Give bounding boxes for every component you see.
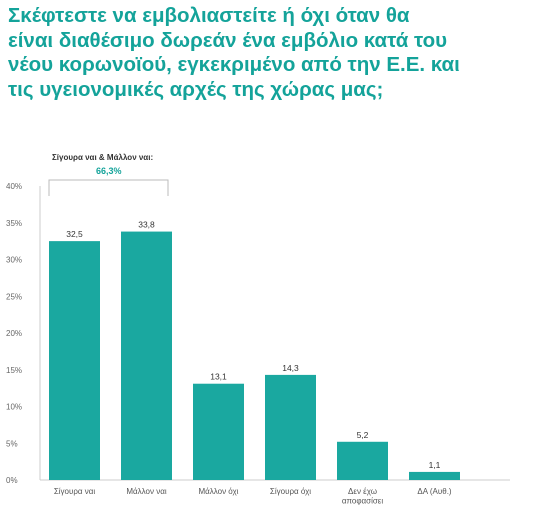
data-label: 13,1 — [210, 372, 227, 382]
y-tick-label: 10% — [6, 403, 22, 412]
category-label: Μάλλον όχι — [198, 487, 238, 496]
bar — [121, 231, 172, 480]
title-line-1: Σκέφτεστε να εμβολιαστείτε ή όχι όταν θα — [8, 4, 410, 27]
category-label: Σίγουρα ναι — [54, 487, 96, 496]
y-tick-label: 5% — [6, 439, 18, 448]
title-line-4: τις υγειονομικές αρχές της χώρας μας; — [8, 77, 384, 101]
annotation-value: 66,3% — [96, 166, 122, 176]
y-tick-label: 15% — [6, 366, 22, 375]
bar — [265, 374, 316, 480]
title-line-3: νέου κορωνοϊού, εγκεκριμένο από την Ε.Ε.… — [8, 53, 460, 76]
chart-title: Σκέφτεστε να εμβολιαστείτε ή όχι όταν θα… — [8, 4, 528, 102]
data-labels: 32,5 33,8 13,1 14,3 5,2 1,1 — [66, 220, 440, 470]
annotation-label: Σίγουρα ναι & Μάλλον ναι: — [52, 153, 154, 162]
y-tick-label: 20% — [6, 329, 22, 338]
category-label: Μάλλον ναι — [126, 487, 166, 496]
category-labels: Σίγουρα ναι Μάλλον ναι Μάλλον όχι Σίγουρα ό… — [54, 487, 452, 506]
data-label: 1,1 — [429, 460, 441, 470]
y-tick-label: 40% — [6, 182, 22, 191]
bars — [49, 231, 460, 480]
category-label: Σίγουρα όχι — [270, 487, 311, 496]
data-label: 14,3 — [282, 363, 299, 373]
bar — [193, 383, 244, 480]
y-tick-label: 25% — [6, 292, 22, 301]
annotation-bracket — [48, 179, 169, 196]
y-tick-label: 0% — [6, 476, 18, 485]
y-tick-label: 35% — [6, 219, 22, 228]
bar — [49, 241, 100, 480]
y-tick-label: 30% — [6, 256, 22, 265]
data-label: 5,2 — [357, 430, 369, 440]
category-label: ΔΑ (Αυθ.) — [417, 487, 452, 496]
bar — [337, 441, 388, 480]
category-label: Δεν έχω αποφασίσει — [342, 487, 384, 506]
title-line-2: είναι διαθέσιμο δωρεάν ένα εμβόλιο κατά … — [8, 28, 448, 52]
bar — [409, 471, 460, 480]
data-label: 33,8 — [138, 220, 155, 230]
data-label: 32,5 — [66, 229, 83, 239]
